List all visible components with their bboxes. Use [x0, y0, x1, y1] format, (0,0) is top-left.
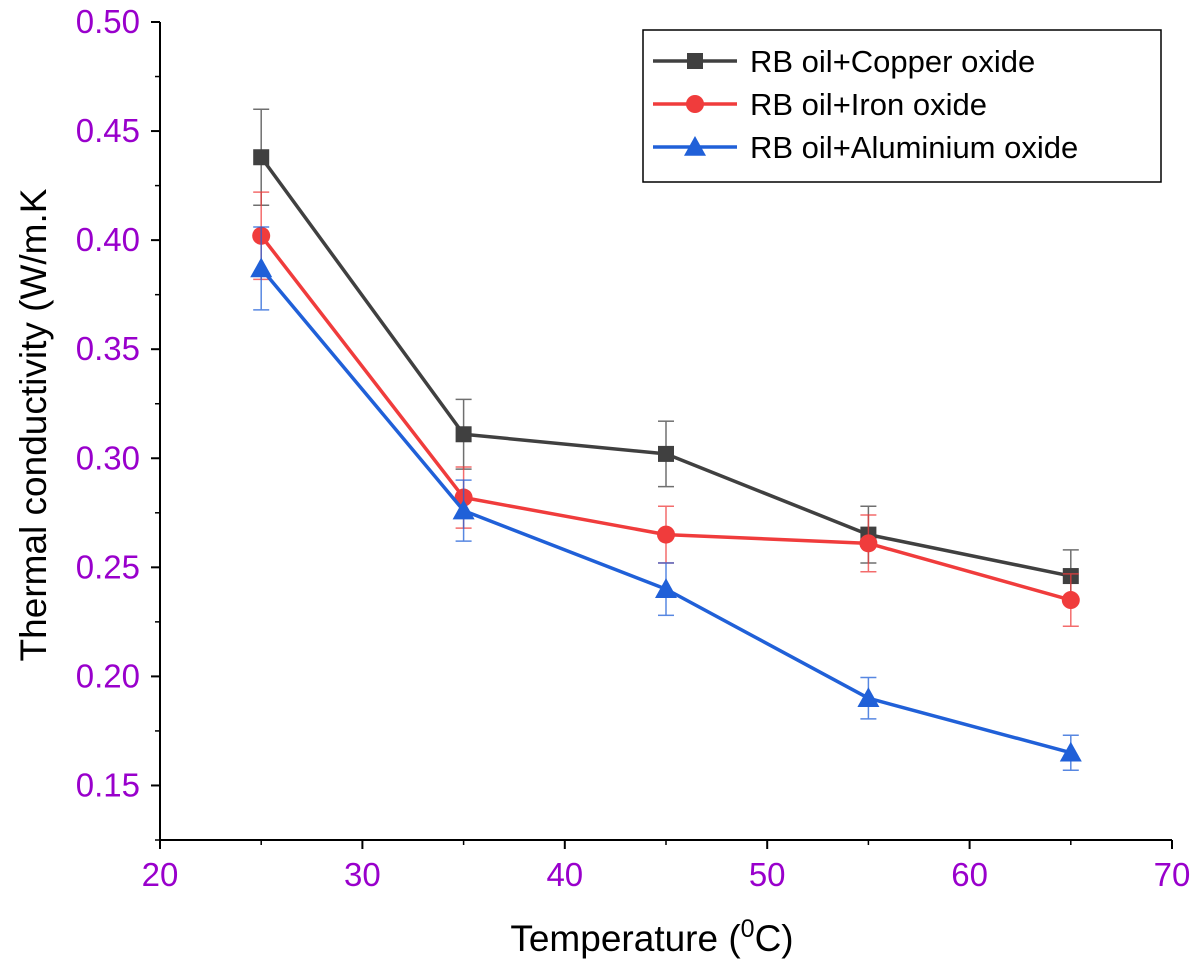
data-point	[1061, 591, 1080, 610]
data-point	[655, 578, 677, 598]
series-2	[252, 191, 1080, 627]
x-tick-label: 30	[344, 856, 381, 893]
data-point	[452, 499, 475, 520]
legend-marker	[684, 136, 706, 156]
legend-label: RB oil+Copper oxide	[750, 44, 1035, 79]
x-axis-title: Temperature (0C)	[510, 915, 793, 959]
data-point	[455, 426, 472, 443]
legend-label: RB oil+Iron oxide	[750, 87, 987, 122]
data-point	[253, 149, 270, 166]
y-tick-label: 0.45	[76, 112, 140, 149]
legend-marker	[686, 95, 704, 113]
y-axis-title: Thermal conductivity (W/m.K	[13, 188, 54, 661]
data-point	[250, 257, 273, 278]
legend-item: RB oil+Aluminium oxide	[653, 130, 1078, 165]
data-point	[859, 534, 878, 553]
x-tick-label: 70	[1154, 856, 1191, 893]
legend: RB oil+Copper oxide RB oil+Iron oxide RB o…	[642, 29, 1162, 183]
data-point	[657, 525, 675, 544]
data-point	[857, 687, 880, 708]
x-tick-label: 50	[749, 856, 786, 893]
y-tick-label: 0.20	[76, 657, 140, 694]
x-tick-label: 20	[142, 856, 179, 893]
x-axis-ticks: 20 30 40 50 60 70	[142, 840, 1191, 893]
y-tick-label: 0.50	[76, 3, 140, 40]
x-tick-label: 40	[546, 856, 583, 893]
legend-marker	[687, 53, 703, 69]
y-axis-ticks: 0.15 0.20 0.25 0.30 0.35 0.40 0.45 0.50	[76, 3, 160, 841]
x-tick-label: 60	[951, 856, 988, 893]
data-point	[658, 445, 674, 462]
legend-label: RB oil+Aluminium oxide	[750, 130, 1078, 165]
legend-frame	[642, 29, 1162, 183]
y-tick-label: 0.25	[76, 548, 140, 585]
series-3	[250, 226, 1082, 771]
series-layer	[250, 108, 1082, 771]
legend-item: RB oil+Iron oxide	[653, 87, 987, 122]
y-tick-label: 0.15	[76, 766, 140, 803]
legend-item: RB oil+Copper oxide	[653, 44, 1035, 79]
y-tick-label: 0.40	[76, 221, 140, 258]
y-tick-label: 0.35	[76, 330, 140, 367]
data-point	[1059, 741, 1082, 762]
y-tick-label: 0.30	[76, 439, 140, 476]
